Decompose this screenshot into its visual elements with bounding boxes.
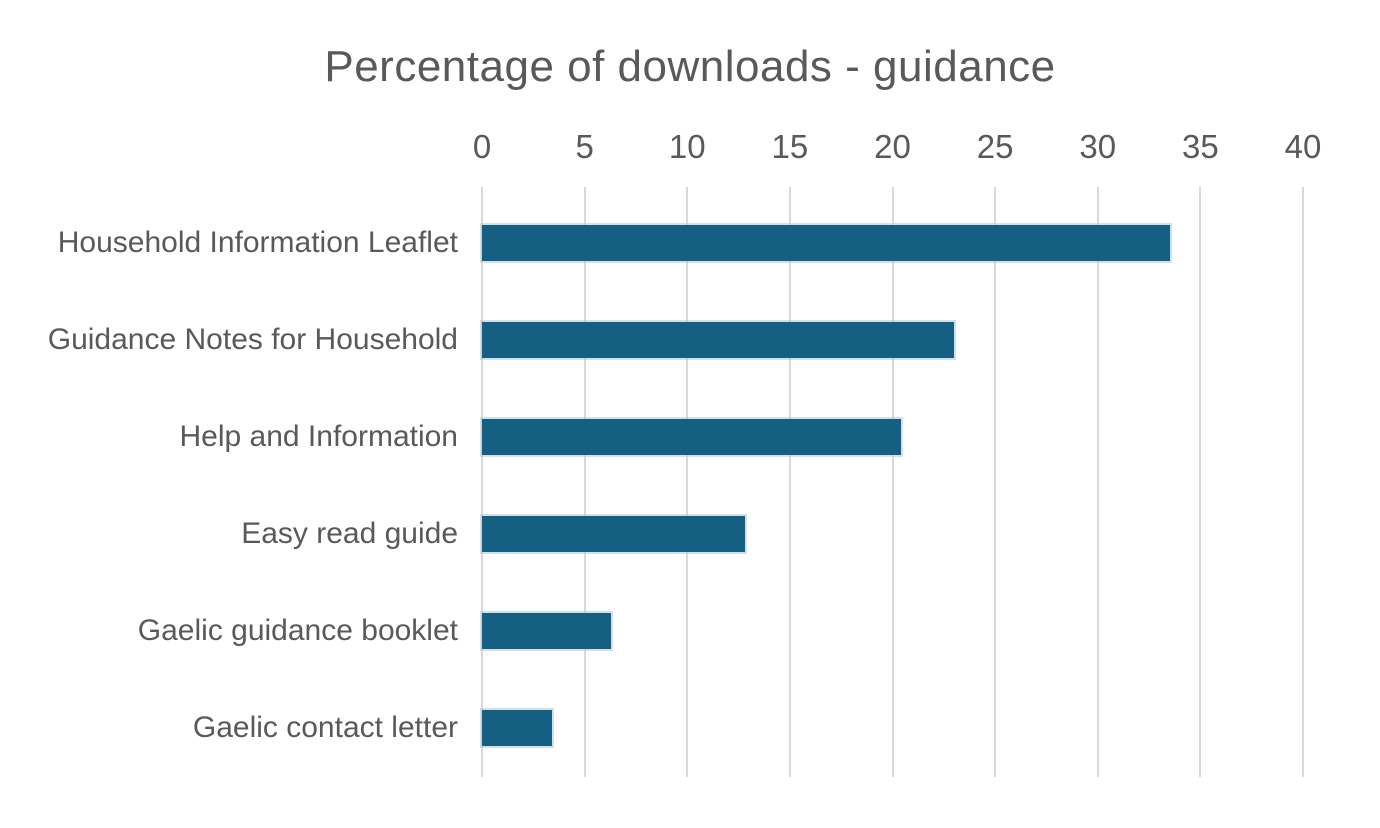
x-axis-tick-label: 15 — [771, 128, 809, 165]
category-label: Gaelic contact letter — [192, 711, 458, 745]
gridline — [788, 187, 791, 777]
gridline — [994, 187, 997, 777]
category-label: Help and Information — [179, 419, 459, 453]
bar-row — [479, 291, 1303, 388]
gridline — [686, 187, 689, 777]
x-axis-tick-label: 0 — [472, 128, 492, 165]
bar — [480, 708, 554, 749]
bar-row — [480, 680, 1303, 777]
category-label: Household Information Leaflet — [57, 225, 458, 259]
x-axis-tick-label: 10 — [668, 128, 706, 165]
gridline — [1199, 187, 1202, 777]
gridlines — [481, 187, 1304, 777]
category-axis: Household Information Leaflet Guidance No… — [0, 194, 458, 777]
x-axis: 0 5 10 15 20 25 30 35 40 — [473, 128, 1322, 170]
gridline — [481, 187, 483, 777]
gridline — [891, 187, 894, 777]
category-label: Easy read guide — [241, 517, 458, 551]
category-label: Guidance Notes for Household — [47, 322, 458, 356]
bar — [480, 222, 1172, 263]
gridline — [583, 187, 586, 777]
bar-row — [479, 583, 1303, 680]
x-axis-tick-label: 25 — [976, 128, 1014, 165]
bar — [480, 514, 747, 555]
bar — [479, 319, 957, 360]
bar — [479, 611, 614, 652]
x-axis-tick-label: 40 — [1284, 128, 1322, 165]
x-axis-tick-label: 35 — [1182, 128, 1219, 165]
x-axis-tick-label: 5 — [575, 128, 594, 165]
x-axis-tick-label: 30 — [1079, 128, 1117, 165]
x-axis-tick-label: 20 — [874, 128, 911, 165]
plot-area — [479, 187, 1304, 777]
bar-series — [479, 194, 1303, 777]
gridline — [1302, 187, 1304, 777]
bar — [480, 416, 903, 457]
bar-row — [480, 388, 1303, 485]
gridline — [1096, 187, 1099, 777]
chart-title: Percentage of downloads - guidance — [324, 42, 1056, 91]
bar-row — [480, 486, 1303, 583]
category-label: Gaelic guidance booklet — [137, 614, 458, 648]
bar-row — [480, 194, 1303, 291]
